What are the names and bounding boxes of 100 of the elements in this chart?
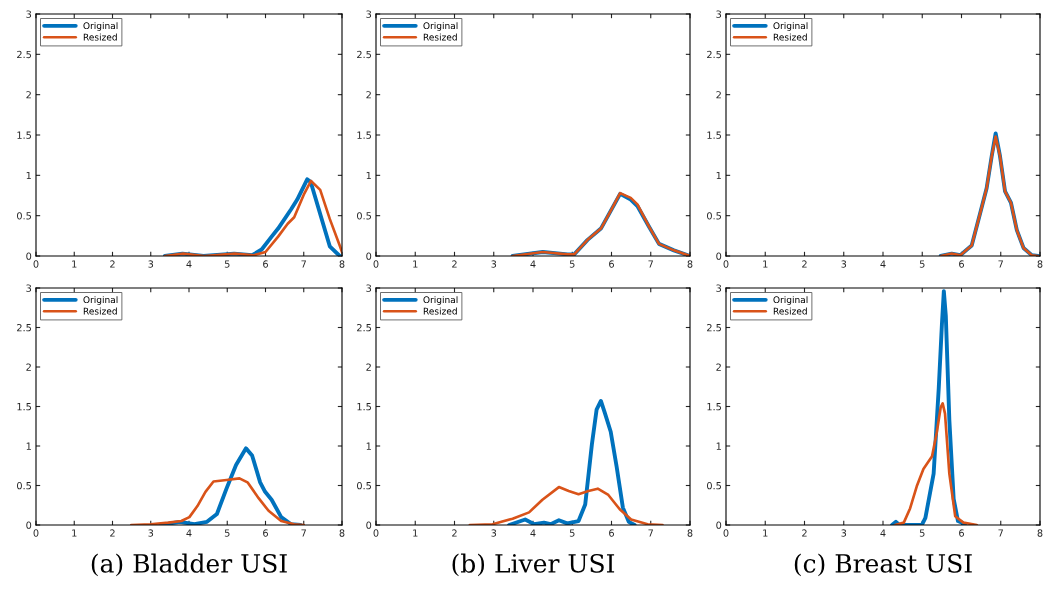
y-tick-label: 0 [26,521,32,529]
text: (b) Liver USI [452,553,615,577]
y-tick-label: 0 [716,252,722,260]
x-tick-label: 1 [72,529,77,537]
x-tick-label: 7 [301,260,307,268]
x-tick-label: 0 [723,260,729,268]
legend-label: Original [773,296,808,305]
legend-label: Resized [423,33,457,41]
text: (c) Breast USI [794,553,972,577]
y-tick-label: 0 [716,521,722,529]
x-tick-label: 7 [648,529,654,537]
x-tick-label: 4 [186,260,192,268]
x-tick-label: 5 [569,260,575,268]
y-tick-label: 1.5 [357,403,371,411]
y-tick-label: 0.5 [707,212,721,220]
x-tick-label: 7 [998,529,1004,537]
x-tick-label: 8 [1037,529,1043,537]
x-tick-label: 0 [33,529,39,537]
x-tick-label: 1 [72,260,77,268]
x-tick-label: 8 [339,260,345,268]
x-tick-label: 2 [110,260,115,268]
y-tick-label: 2.5 [17,323,31,332]
y-tick-label: 2.5 [357,50,371,59]
x-tick-label: 2 [802,529,807,537]
x-tick-label: 8 [339,529,345,537]
y-tick-label: 1 [26,171,31,180]
x-tick-label: 4 [880,260,886,268]
y-tick-label: 3 [716,10,722,18]
y-tick-label: 1.5 [17,131,31,139]
legend-label: Original [423,296,458,305]
x-tick-label: 2 [452,529,457,537]
legend-label: Resized [773,33,807,41]
legend-label: Resized [773,307,807,315]
y-tick-label: 2 [366,363,371,371]
x-tick-label: 4 [530,529,536,537]
legend-label: Resized [423,307,457,315]
y-tick-label: 1.5 [357,131,371,139]
legend-label: Original [423,22,458,31]
x-tick-label: 6 [959,529,964,537]
x-tick-label: 5 [224,529,230,537]
x-tick-label: 7 [998,260,1004,268]
x-tick-label: 7 [648,260,654,268]
y-tick-label: 2 [366,91,371,99]
x-tick-label: 3 [491,260,497,268]
y-tick-label: 1 [26,442,31,450]
y-tick-label: 1 [366,442,371,450]
x-tick-label: 6 [959,260,964,268]
x-tick-label: 3 [148,529,154,537]
x-tick-label: 6 [609,260,614,268]
y-tick-label: 3 [716,284,722,292]
x-tick-label: 1 [763,529,768,537]
y-tick-label: 0.5 [707,481,721,490]
y-tick-label: 2 [26,91,31,99]
x-tick-label: 2 [110,529,115,537]
y-tick-label: 0 [366,252,372,260]
x-tick-label: 3 [491,529,497,537]
x-tick-label: 8 [687,529,693,537]
x-tick-label: 2 [802,260,807,268]
y-tick-label: 2.5 [707,50,721,59]
x-tick-label: 7 [301,529,307,537]
legend-label: Original [83,296,118,305]
x-tick-label: 3 [841,260,847,268]
x-tick-label: 4 [880,529,886,537]
x-tick-label: 4 [186,529,192,537]
y-tick-label: 2 [26,363,31,371]
legend-label: Resized [83,33,117,41]
y-tick-label: 2.5 [707,323,721,332]
legend-label: Original [773,22,808,31]
x-tick-label: 3 [148,260,154,268]
x-tick-label: 8 [687,260,693,268]
y-tick-label: 1 [366,171,371,180]
y-tick-label: 1.5 [707,403,721,411]
y-tick-label: 3 [366,284,372,292]
x-tick-label: 1 [763,260,768,268]
x-tick-label: 4 [530,260,536,268]
x-tick-label: 6 [263,529,268,537]
y-tick-label: 3 [26,284,32,292]
x-tick-label: 0 [723,529,729,537]
x-tick-label: 5 [919,529,925,537]
y-tick-label: 1 [716,171,721,180]
y-tick-label: 0.5 [357,481,371,490]
x-tick-label: 0 [373,529,379,537]
y-tick-label: 3 [26,10,32,18]
y-tick-label: 1.5 [17,403,31,411]
x-tick-label: 0 [373,260,379,268]
x-tick-label: 1 [413,529,418,537]
y-tick-label: 1 [716,442,721,450]
y-tick-label: 0 [366,521,372,529]
y-tick-label: 0.5 [357,212,371,220]
x-tick-label: 5 [224,260,230,268]
x-tick-label: 6 [263,260,268,268]
x-tick-label: 0 [33,260,39,268]
y-tick-label: 2.5 [357,323,371,332]
y-tick-label: 2 [716,91,721,99]
x-tick-label: 5 [919,260,925,268]
y-tick-label: 0.5 [17,212,31,220]
x-tick-label: 6 [609,529,614,537]
y-tick-label: 0 [26,252,32,260]
y-tick-label: 0.5 [17,481,31,490]
x-tick-label: 2 [452,260,457,268]
